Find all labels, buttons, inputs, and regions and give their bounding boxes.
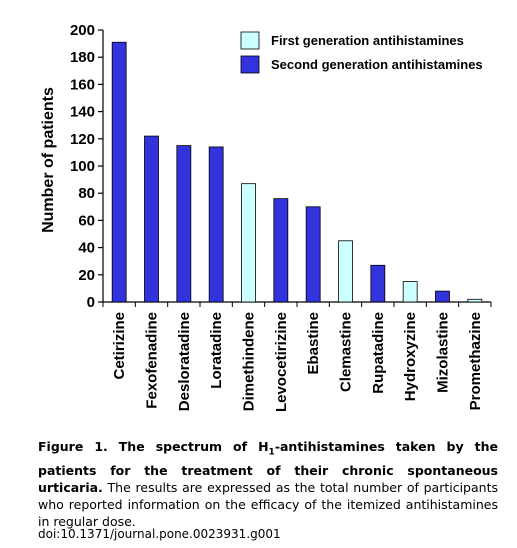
caption-bold-end: -antihistamines taken by the patients fo… [38, 439, 498, 495]
caption-bold-start: Figure 1. The spectrum of H [38, 439, 269, 454]
category-label-fexofenadine: Fexofenadine [144, 312, 161, 409]
category-label-mizolastine: Mizolastine [435, 312, 452, 393]
bar-clemastine [338, 240, 353, 303]
y-tick-label-140: 140 [70, 104, 95, 121]
bars [111, 41, 483, 303]
y-tick-label-80: 80 [78, 185, 95, 202]
y-axis: 0 20 40 60 80 100 120 140 160 180 200 [70, 22, 491, 311]
legend-label-second: Second generation antihistamines [271, 57, 483, 72]
y-axis-label: Number of patients [40, 87, 57, 233]
category-label-desloratadine: Desloratadine [176, 312, 193, 411]
bar-loratadine [208, 146, 224, 303]
bar-hydroxyzine [402, 281, 418, 303]
bar-desloratadine [176, 145, 192, 303]
legend-swatch-second [240, 55, 260, 74]
legend-label-first: First generation antihistamines [271, 33, 464, 48]
y-tick-label-100: 100 [70, 158, 95, 175]
y-tick-label-0: 0 [87, 294, 95, 311]
category-label-promethazine: Promethazine [467, 312, 484, 410]
y-tick-label-40: 40 [78, 240, 95, 257]
category-label-rupatadine: Rupatadine [370, 312, 387, 394]
y-tick-label-120: 120 [70, 131, 95, 148]
caption-text: The results are expressed as the total n… [38, 479, 498, 529]
bar-dimethindene [241, 183, 256, 303]
bar-cetirizine [111, 41, 127, 303]
bar-levocetirizine [273, 198, 289, 303]
bar-fexofenadine [144, 135, 159, 303]
category-label-ebastine: Ebastine [305, 312, 322, 375]
bar-promethazine [467, 298, 483, 303]
category-label-loratadine: Loratadine [208, 312, 225, 389]
figure-caption: Figure 1. The spectrum of H1-antihistami… [38, 438, 498, 530]
y-tick-label-160: 160 [70, 76, 95, 93]
legend: First generation antihistamines Second ge… [240, 31, 483, 74]
bar-ebastine [305, 206, 321, 303]
category-label-cetirizine: Cetirizine [111, 312, 128, 380]
doi-text: doi:10.1371/journal.pone.0023931.g001 [38, 527, 281, 541]
y-tick-label-180: 180 [70, 49, 95, 66]
y-tick-label-20: 20 [78, 267, 95, 284]
category-label-dimethindene: Dimethindene [241, 312, 258, 411]
y-tick-label-60: 60 [78, 212, 95, 229]
y-tick-label-200: 200 [70, 22, 95, 39]
bar-mizolastine [435, 290, 450, 303]
bar-chart: 0 20 40 60 80 100 120 140 160 180 200 Cetirizine Fe… [40, 22, 492, 412]
category-label-hydroxyzine: Hydroxyzine [402, 312, 419, 401]
category-labels: Cetirizine Fexofenadine Desloratadine Lorat… [102, 302, 492, 412]
caption-subscript: 1 [268, 447, 275, 458]
bar-rupatadine [370, 264, 386, 303]
legend-swatch-first [240, 31, 260, 50]
category-label-levocetirizine: Levocetirizine [273, 312, 290, 412]
category-label-clemastine: Clemastine [338, 312, 355, 392]
